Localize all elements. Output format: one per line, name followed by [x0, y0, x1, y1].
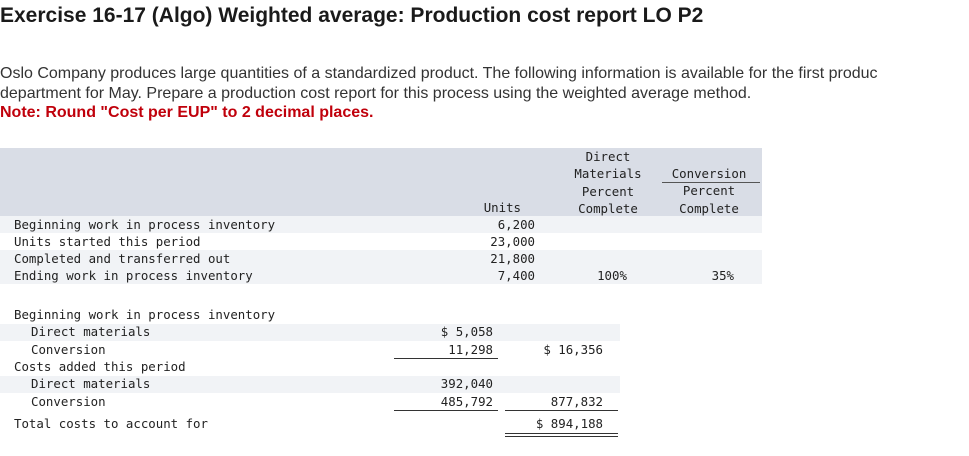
dm-header: Direct Materials Percent Complete	[574, 149, 642, 216]
bwip-conv-label: Conversion	[31, 342, 106, 357]
row-band	[0, 376, 620, 393]
total-double-rule-bottom	[505, 436, 618, 437]
added-conv-value: 485,792	[440, 394, 493, 409]
added-label: Costs added this period	[14, 359, 186, 374]
conversion-header: Conversion Percent Complete	[671, 166, 747, 216]
row-label: Beginning work in process inventory	[14, 217, 276, 232]
row-band	[0, 324, 620, 341]
bwip-total: $ 16,356	[543, 342, 603, 357]
units-value: 23,000	[490, 234, 535, 249]
added-dm-value: 392,040	[440, 376, 493, 391]
bwip-label: Beginning work in process inventory	[14, 307, 276, 322]
bwip-dm-label: Direct materials	[31, 324, 151, 339]
units-header: Units	[483, 200, 521, 215]
total-label: Total costs to account for	[14, 416, 208, 431]
units-value: 7,400	[497, 268, 535, 283]
bwip-dm-value: $ 5,058	[440, 324, 493, 339]
total-double-rule-top	[505, 433, 618, 434]
total-value: $ 894,188	[535, 416, 603, 431]
row-band	[0, 216, 762, 233]
subtotal-rule	[505, 410, 618, 411]
added-conv-label: Conversion	[31, 394, 106, 409]
conversion-percent: 35%	[711, 268, 734, 283]
dm-percent: 100%	[597, 268, 627, 283]
intro-text: Oslo Company produces large quantities o…	[0, 64, 969, 104]
subtotal-rule	[394, 358, 498, 359]
subtotal-rule	[394, 410, 498, 411]
row-label: Ending work in process inventory	[14, 268, 253, 283]
conversion-header-rule	[662, 182, 760, 183]
units-header-band	[0, 148, 762, 216]
added-total: 877,832	[550, 394, 603, 409]
row-band	[0, 250, 762, 267]
bwip-conv-value: 11,298	[448, 342, 493, 357]
row-band	[0, 267, 762, 284]
rounding-note: Note: Round "Cost per EUP" to 2 decimal …	[0, 104, 374, 121]
row-label: Units started this period	[14, 234, 201, 249]
intro-line-2: department for May. Prepare a production…	[0, 85, 752, 102]
units-value: 6,200	[497, 217, 535, 232]
page-title: Exercise 16-17 (Algo) Weighted average: …	[0, 4, 704, 27]
added-dm-label: Direct materials	[31, 376, 151, 391]
intro-line-1: Oslo Company produces large quantities o…	[0, 65, 878, 82]
row-label: Completed and transferred out	[14, 251, 231, 266]
units-value: 21,800	[490, 251, 535, 266]
